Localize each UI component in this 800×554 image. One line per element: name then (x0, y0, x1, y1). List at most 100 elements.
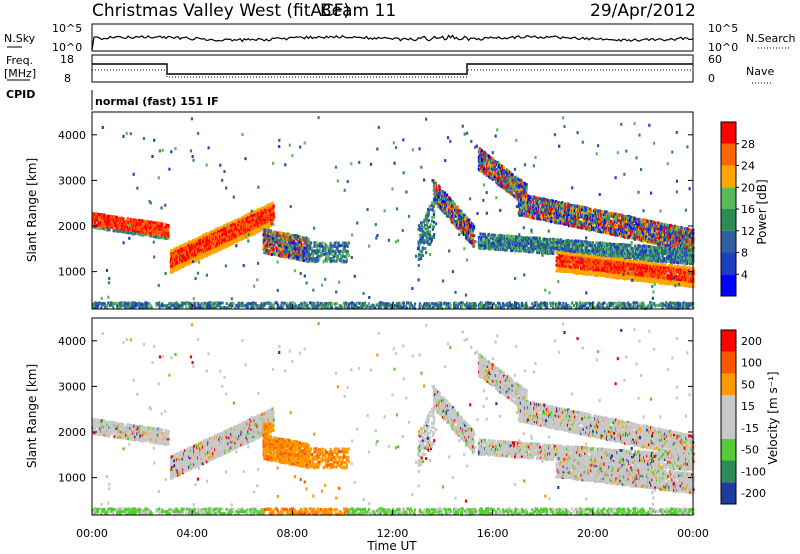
power-cell (218, 231, 221, 235)
power-cell (336, 254, 339, 258)
power-cell (218, 240, 221, 244)
power-cell (94, 221, 97, 225)
power-cell (116, 215, 119, 219)
power-cell (96, 224, 99, 227)
power-cell (272, 212, 275, 216)
power-cell (432, 215, 436, 219)
power-cell (298, 235, 301, 239)
power-cell (672, 240, 675, 244)
power-cell (288, 233, 291, 237)
power-cell (620, 243, 623, 246)
power-cell (106, 217, 109, 221)
power-cell (543, 237, 546, 241)
power-cell (121, 219, 124, 223)
power-cell (468, 218, 471, 222)
power-cell (225, 233, 228, 237)
power-cell (238, 238, 241, 241)
power-cell (143, 231, 146, 235)
power-cell (429, 233, 432, 237)
power-cell (307, 246, 310, 250)
power-cell (183, 248, 186, 251)
power-cell (203, 254, 206, 258)
power-cell (192, 256, 196, 260)
power-cell (211, 251, 214, 255)
power-cell (565, 222, 568, 226)
power-cell (657, 239, 660, 243)
power-cell (103, 217, 106, 221)
power-cell (181, 259, 184, 263)
power-cell (312, 254, 315, 258)
power-cell (223, 245, 226, 249)
power-cell (559, 247, 562, 250)
power-cell (178, 266, 181, 270)
power-cell (155, 230, 158, 234)
power-cell (143, 220, 146, 224)
power-cell (423, 223, 426, 227)
power-cell (187, 254, 190, 258)
power-cell (175, 248, 178, 252)
power-cell (227, 244, 230, 248)
power-cell (325, 255, 328, 259)
power-cell (592, 241, 595, 245)
power-cell (433, 209, 436, 213)
power-cell (157, 233, 160, 237)
power-cell (160, 231, 163, 235)
power-cell (514, 244, 518, 248)
power-cell (424, 227, 427, 231)
power-cell (187, 256, 190, 260)
power-cell (182, 244, 185, 248)
power-cell (536, 240, 539, 244)
power-cell (472, 225, 475, 229)
power-cell (131, 221, 134, 225)
power-cell (429, 223, 432, 227)
power-cell (233, 225, 236, 229)
power-cell (438, 185, 441, 189)
power-cell (127, 220, 130, 224)
power-cell (104, 214, 107, 218)
power-cell (224, 237, 227, 241)
power-cell (98, 221, 101, 225)
power-cell (678, 226, 681, 230)
nsky-label: N.Sky (4, 32, 36, 45)
power-cell (432, 225, 435, 229)
power-cell (638, 218, 641, 222)
power-cell (143, 228, 146, 232)
power-cell (217, 238, 220, 242)
power-cell (99, 215, 102, 219)
power-cell (164, 222, 167, 226)
power-cell (496, 234, 499, 238)
power-cell (646, 247, 650, 251)
power-cell (189, 250, 192, 254)
power-cell (187, 244, 191, 248)
power-cell (493, 233, 496, 237)
power-cell (170, 261, 173, 265)
power-cell (202, 236, 206, 240)
power-cell (237, 226, 240, 229)
power-cell (173, 247, 177, 251)
power-cell (133, 226, 136, 230)
power-cell (157, 235, 160, 239)
power-cell (670, 227, 673, 231)
power-cell (148, 224, 151, 228)
power-cell (651, 228, 654, 232)
power-cell (178, 253, 181, 257)
power-cell (129, 226, 132, 230)
power-cell (631, 221, 634, 225)
power-cell (549, 220, 552, 224)
power-cell (220, 225, 223, 229)
power-cell (253, 232, 256, 236)
power-cell (190, 248, 193, 252)
power-cell (281, 242, 284, 246)
freq-tick-bottom: 8 (64, 72, 71, 85)
power-cell (427, 209, 430, 212)
power-cell (205, 254, 209, 258)
power-cell (231, 237, 234, 241)
power-cell (154, 235, 157, 239)
power-cell (159, 221, 162, 225)
power-cell (184, 247, 187, 251)
power-cell (307, 237, 310, 241)
power-cell (99, 218, 102, 222)
power-cell (231, 220, 234, 224)
power-cell (431, 219, 434, 223)
power-cell (182, 264, 185, 268)
